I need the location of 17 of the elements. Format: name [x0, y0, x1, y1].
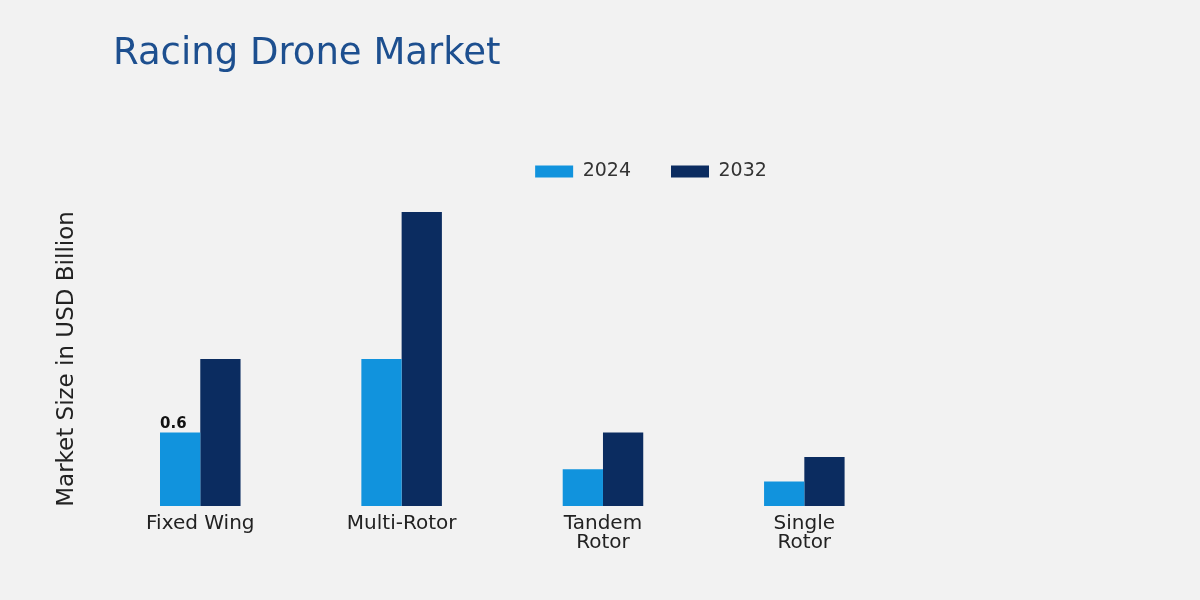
- y-axis-title: Market Size in USD Billion: [51, 211, 78, 507]
- bar: [401, 212, 442, 506]
- bar: [160, 432, 201, 506]
- chart-title: Racing Drone Market: [113, 30, 501, 73]
- bar: [200, 359, 241, 506]
- bar: [602, 432, 644, 506]
- bar: [804, 457, 845, 506]
- legend-label: 2024: [582, 158, 632, 181]
- bar: [764, 481, 805, 506]
- x-tick-label: Tandem Rotor: [562, 509, 643, 553]
- x-tick-label: Multi-Rotor: [346, 509, 458, 534]
- x-tick-label: Single Rotor: [773, 509, 836, 553]
- data-label: 0.6: [160, 413, 187, 432]
- bar: [361, 359, 402, 506]
- bar: [562, 469, 603, 506]
- x-tick-label: Fixed Wing: [146, 509, 255, 534]
- legend-label: 2032: [718, 158, 767, 181]
